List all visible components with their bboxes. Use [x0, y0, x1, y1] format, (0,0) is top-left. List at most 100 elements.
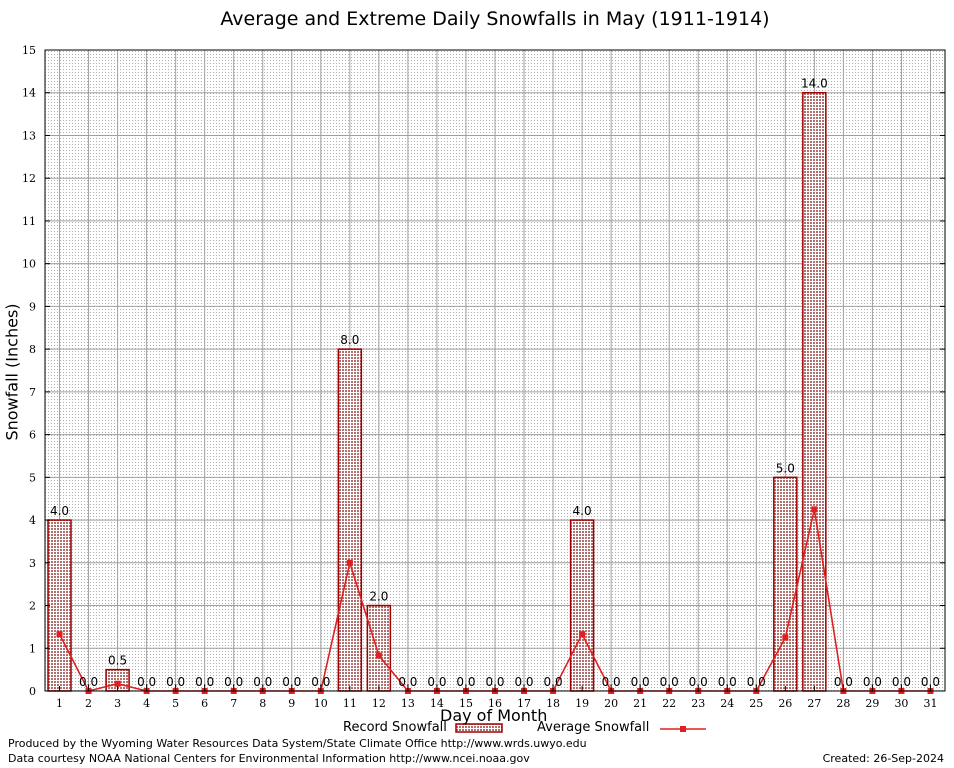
x-tick-label: 28	[836, 697, 850, 710]
y-tick-label: 14	[22, 87, 36, 100]
x-tick-label: 19	[575, 697, 589, 710]
x-tick-label: 1	[56, 697, 63, 710]
record-bar	[802, 91, 827, 692]
bar-value-label: 0.0	[485, 675, 504, 689]
y-tick-label: 2	[29, 600, 36, 613]
x-tick-label: 31	[923, 697, 937, 710]
bar-value-label: 0.0	[282, 675, 301, 689]
bar-value-label: 0.0	[427, 675, 446, 689]
bar-value-label: 0.0	[253, 675, 272, 689]
bar-value-label: 2.0	[369, 590, 388, 604]
bar-value-label: 0.0	[398, 675, 417, 689]
x-tick-label: 4	[143, 697, 150, 710]
x-tick-label: 8	[259, 697, 266, 710]
y-tick-label: 1	[29, 642, 36, 655]
average-point	[346, 559, 353, 566]
x-tick-label: 21	[633, 697, 647, 710]
bar-value-label: 0.0	[892, 675, 911, 689]
bar-value-label: 5.0	[776, 461, 795, 475]
bar-value-label: 0.0	[195, 675, 214, 689]
record-bar	[569, 519, 595, 692]
bar-value-label: 0.0	[689, 675, 708, 689]
average-point	[375, 652, 382, 659]
bar-value-label: 8.0	[340, 333, 359, 347]
x-tick-label: 2	[85, 697, 92, 710]
x-tick-label: 7	[230, 697, 237, 710]
x-tick-label: 18	[546, 697, 560, 710]
average-point	[782, 634, 789, 641]
y-tick-label: 10	[22, 258, 36, 271]
bar-value-label: 0.0	[456, 675, 475, 689]
x-tick-label: 16	[488, 697, 502, 710]
x-tick-label: 27	[807, 697, 821, 710]
bar-value-label: 0.0	[602, 675, 621, 689]
x-tick-label: 26	[778, 697, 792, 710]
y-tick-label: 7	[29, 386, 36, 399]
y-tick-label: 13	[22, 129, 36, 142]
legend-average-swatch-point	[680, 726, 686, 732]
y-tick-label: 9	[29, 300, 36, 313]
bar-value-label: 0.0	[79, 675, 98, 689]
bar-value-label: 0.0	[137, 675, 156, 689]
average-point	[114, 680, 121, 687]
bar-value-label: 0.0	[863, 675, 882, 689]
average-point	[579, 631, 586, 638]
x-tick-label: 25	[749, 697, 763, 710]
x-tick-label: 14	[430, 697, 444, 710]
legend-average-label: Average Snowfall	[537, 720, 650, 735]
legend-record-swatch	[455, 723, 503, 733]
x-tick-label: 20	[604, 697, 618, 710]
record-bar	[47, 519, 72, 692]
x-tick-label: 5	[172, 697, 179, 710]
x-tick-label: 30	[894, 697, 908, 710]
chart-title: Average and Extreme Daily Snowfalls in M…	[220, 8, 770, 30]
x-tick-label: 24	[720, 697, 734, 710]
y-tick-label: 15	[22, 44, 36, 57]
y-tick-label: 11	[22, 215, 36, 228]
average-point	[56, 631, 63, 638]
bar-value-label: 0.0	[660, 675, 679, 689]
x-tick-label: 9	[288, 697, 295, 710]
record-bar	[366, 604, 392, 692]
bar-value-label: 0.0	[166, 675, 185, 689]
x-tick-label: 15	[459, 697, 473, 710]
bar-value-label: 0.0	[514, 675, 533, 689]
record-bar	[337, 348, 363, 692]
y-tick-label: 8	[29, 343, 36, 356]
average-point	[811, 506, 818, 513]
x-tick-label: 17	[517, 697, 531, 710]
record-bar	[773, 476, 798, 692]
bar-value-label: 4.0	[50, 504, 69, 518]
x-axis-title: Day of Month	[440, 706, 548, 725]
y-tick-label: 5	[29, 471, 36, 484]
x-tick-label: 29	[865, 697, 879, 710]
x-tick-label: 23	[691, 697, 705, 710]
x-tick-label: 11	[343, 697, 357, 710]
bar-value-label: 0.0	[834, 675, 853, 689]
bar-value-label: 0.0	[718, 675, 737, 689]
bar-value-label: 0.0	[224, 675, 243, 689]
x-tick-label: 3	[114, 697, 121, 710]
x-tick-label: 6	[201, 697, 208, 710]
y-tick-label: 0	[29, 685, 36, 698]
bar-value-label: 0.0	[311, 675, 330, 689]
y-tick-label: 6	[29, 429, 36, 442]
credit-line-1: Produced by the Wyoming Water Resources …	[8, 737, 587, 750]
y-tick-label: 4	[29, 514, 36, 527]
bar-value-label: 0.5	[108, 654, 127, 668]
y-tick-label: 3	[29, 557, 36, 570]
created-date: Created: 26-Sep-2024	[822, 752, 944, 765]
bar-value-label: 0.0	[921, 675, 940, 689]
y-tick-label: 12	[22, 172, 36, 185]
legend-record-label: Record Snowfall	[343, 720, 447, 735]
x-tick-label: 12	[372, 697, 386, 710]
bar-value-label: 0.0	[631, 675, 650, 689]
bar-value-label: 4.0	[573, 504, 592, 518]
bar-value-label: 14.0	[801, 77, 828, 91]
x-tick-label: 22	[662, 697, 676, 710]
x-tick-label: 13	[401, 697, 415, 710]
bar-value-label: 0.0	[747, 675, 766, 689]
bar-value-label: 0.0	[544, 675, 563, 689]
x-tick-label: 10	[314, 697, 328, 710]
